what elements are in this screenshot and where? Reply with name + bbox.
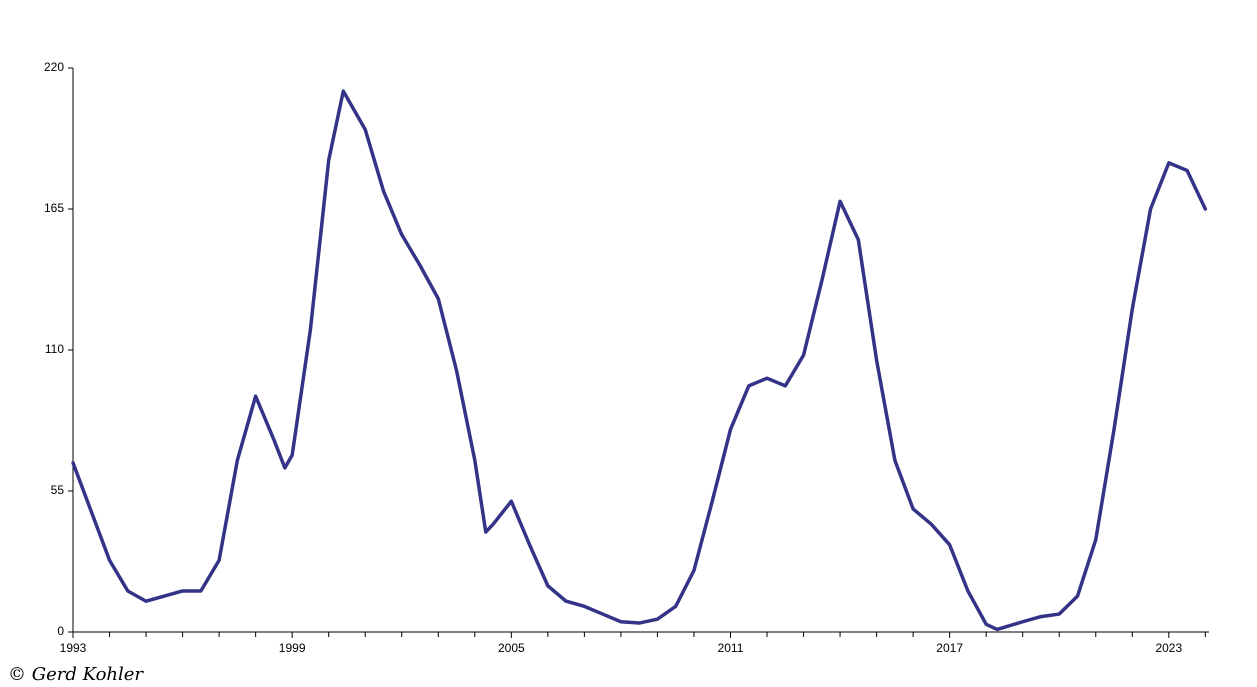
y-tick-label: 110 [45,342,64,356]
credit: © Gerd Kohler [8,664,144,685]
y-tick-label: 165 [44,201,64,215]
x-tick-label: 2005 [498,641,525,655]
line [71,89,1208,632]
y-tick-label: 55 [51,483,65,497]
x-tick-label: 2017 [936,641,963,655]
x-tick-label: 1993 [60,641,87,655]
y-tick-label: 220 [44,60,64,74]
y-tick-label: 0 [57,624,64,638]
x-tick-label: 2011 [718,641,744,655]
x-tick-label: 1999 [279,641,306,655]
x-tick-label: 2023 [1155,641,1182,655]
